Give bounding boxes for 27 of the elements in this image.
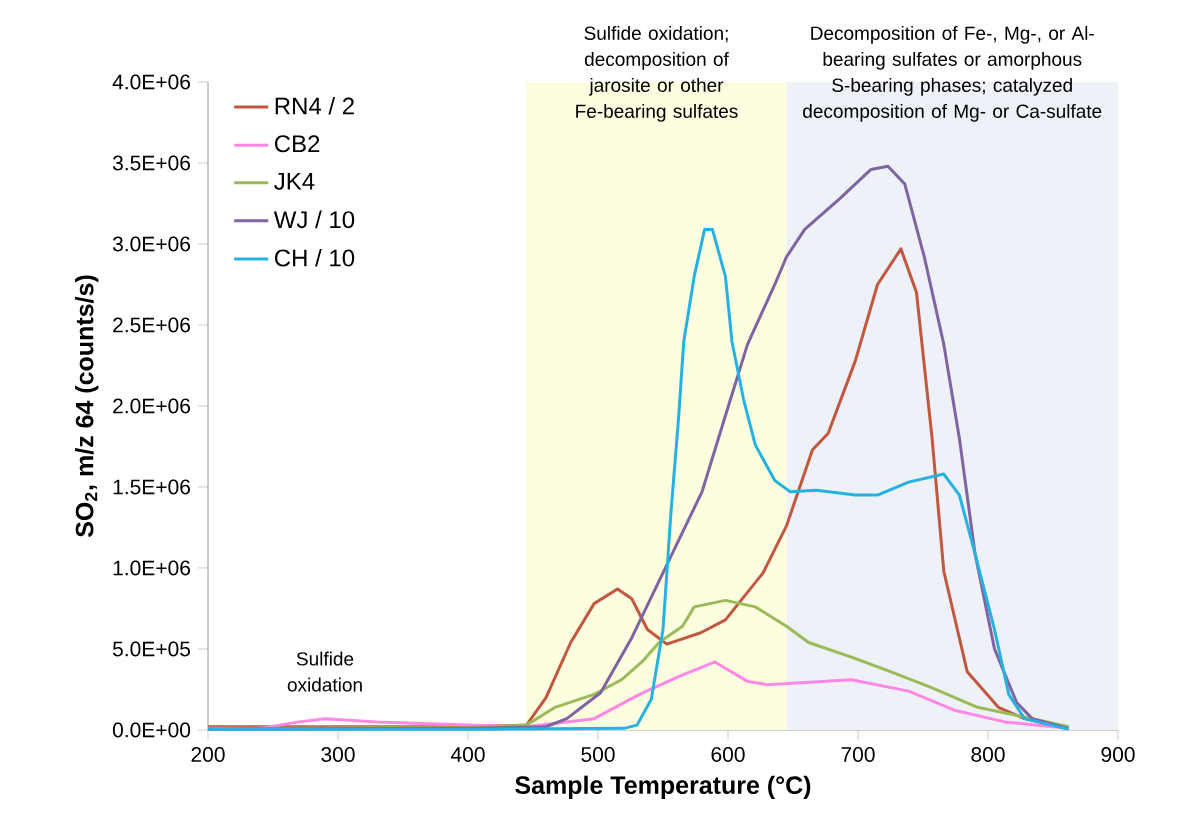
- band-label: Sulfide oxidation; decomposition of jarosite or other Fe-bearing sulfates: [576, 25, 738, 122]
- x-tick-label: 500: [581, 747, 615, 762]
- x-tick-label: 600: [711, 747, 745, 762]
- x-tick-label: 800: [971, 747, 1005, 762]
- band-label: Decomposition of Fe-, Mg-, or Al-bearing sulfates or amorphous S-bearing phases; catalyzed decomposition of Mg- or Ca-sulfate: [803, 25, 1102, 122]
- x-tick-label: 700: [841, 747, 875, 762]
- y-tick-label: 0.0E+00: [112, 722, 191, 738]
- y-tick-label: 5.0E+05: [112, 641, 191, 657]
- x-tick-label: 400: [450, 747, 485, 762]
- legend-label: CH / 10: [274, 248, 355, 267]
- legend-label: WJ / 10: [273, 210, 355, 229]
- y-tick-label: 4.0E+06: [112, 74, 191, 90]
- y-tick-label: 2.0E+06: [113, 398, 191, 414]
- y-tick-label: 3.5E+06: [112, 155, 191, 171]
- legend-label: JK4: [274, 173, 315, 190]
- y-tick-label: 1.0E+06: [113, 560, 191, 576]
- annotation: Sulfide oxidation: [287, 651, 362, 692]
- x-tick-label: 300: [321, 747, 355, 762]
- y-axis-title: SO$_{2}$, m/z 64 (counts/s): [75, 275, 99, 538]
- x-tick-label: 200: [191, 747, 225, 762]
- legend-label: RN4 / 2: [275, 96, 354, 115]
- x-axis-title: Sample Temperature (°C): [515, 775, 811, 799]
- y-tick-label: 1.5E+06: [113, 479, 191, 495]
- legend-label: CB2: [274, 135, 320, 153]
- y-tick-label: 3.0E+06: [112, 236, 191, 252]
- y-tick-label: 2.5E+06: [113, 317, 191, 333]
- x-tick-label: 900: [1101, 747, 1135, 762]
